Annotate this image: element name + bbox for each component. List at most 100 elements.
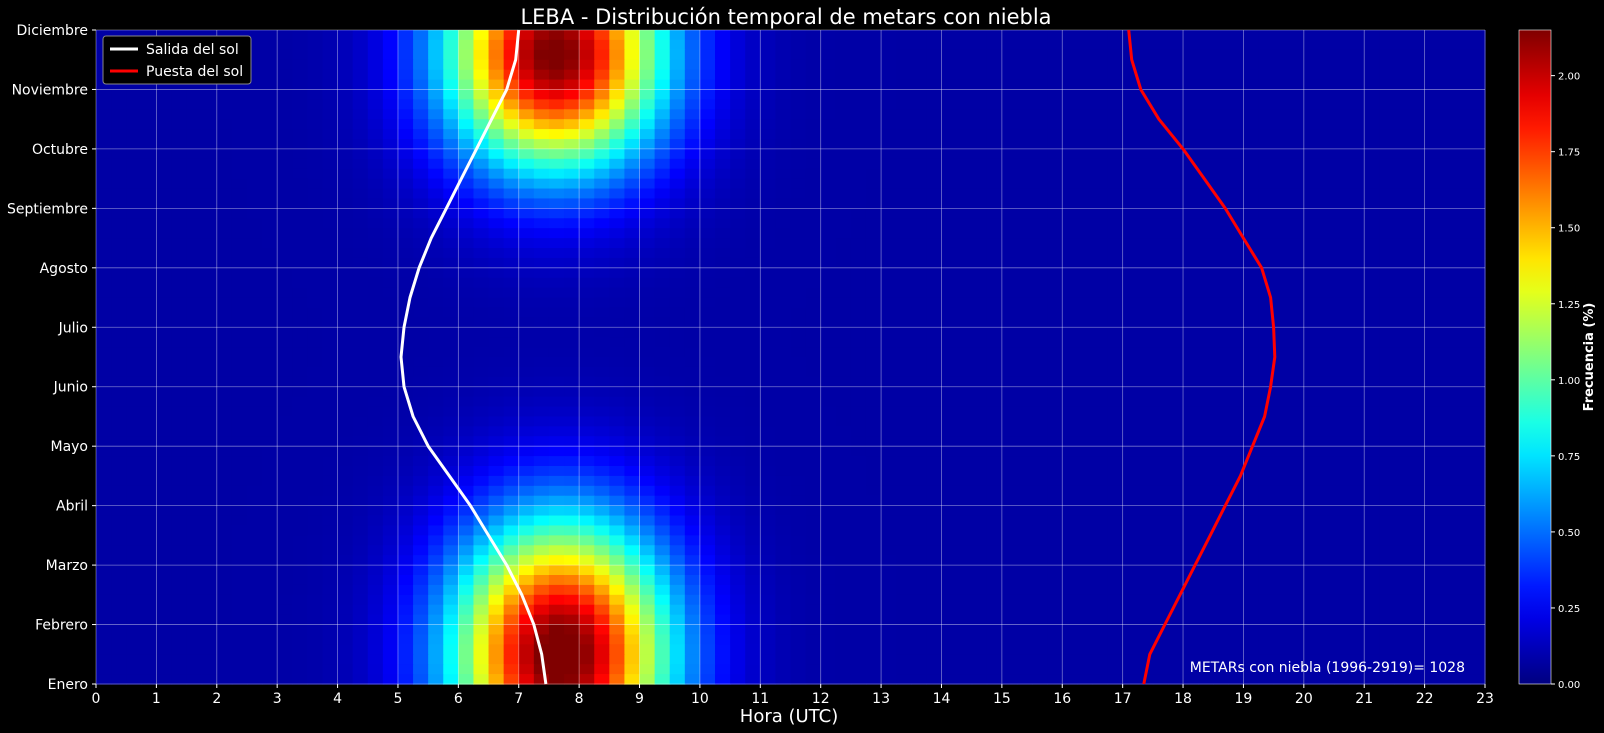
heatmap-cell [564,386,580,398]
heatmap-cell [956,456,973,467]
heatmap-cell [443,257,459,269]
heatmap-cell [1334,446,1350,457]
heatmap-cell [956,555,973,566]
heatmap-cell [624,337,641,348]
heatmap-cell [1183,30,1199,41]
heatmap-cell [503,79,520,91]
heatmap-cell [367,515,384,527]
heatmap-cell [684,188,701,200]
heatmap-cell [337,426,354,437]
heatmap-cell [473,456,490,467]
heatmap-cell [352,287,369,299]
heatmap-cell [413,297,429,309]
heatmap-cell [231,466,248,477]
heatmap-cell [1379,139,1396,150]
heatmap-cell [639,505,656,517]
heatmap-cell [1107,228,1124,239]
heatmap-cell [1167,30,1184,41]
heatmap-cell [277,49,293,61]
heatmap-cell [141,426,157,437]
heatmap-cell [1016,218,1033,229]
heatmap-cell [443,495,459,507]
heatmap-cell [790,357,807,368]
heatmap-cell [1409,426,1426,437]
heatmap-cell [171,79,188,91]
heatmap-cell [1364,99,1380,110]
heatmap-cell [865,109,882,120]
heatmap-cell [1288,396,1305,408]
heatmap-cell [1137,228,1154,239]
heatmap-cell [216,168,233,180]
heatmap-cell [1167,535,1184,546]
heatmap-cell [1107,188,1124,200]
heatmap-cell [246,347,263,358]
heatmap-cell [246,49,263,61]
heatmap-cell [156,248,173,259]
heatmap-cell [96,456,112,467]
heatmap-cell [654,257,671,269]
heatmap-cell [533,99,550,110]
heatmap-cell [1107,139,1124,150]
heatmap-cell [1167,39,1184,51]
heatmap-cell [246,188,263,200]
heatmap-cell [262,446,278,457]
heatmap-cell [1379,39,1396,51]
heatmap-cell [850,79,867,91]
heatmap-cell [1364,178,1380,190]
heatmap-cell [1213,30,1229,41]
heatmap-cell [488,119,505,130]
heatmap-cell [790,119,807,130]
heatmap-cell [624,555,641,566]
heatmap-cell [1469,148,1486,160]
heatmap-cell [1288,347,1305,358]
heatmap-cell [1228,456,1245,467]
heatmap-cell [609,178,626,190]
heatmap-cell [1469,119,1486,130]
heatmap-cell [775,357,792,368]
heatmap-cell [1469,39,1486,51]
heatmap-cell [1183,139,1199,150]
heatmap-cell [397,30,414,41]
heatmap-cell [413,39,429,51]
heatmap-cell [1183,357,1199,368]
heatmap-cell [458,238,475,249]
heatmap-cell [337,347,354,358]
heatmap-cell [156,277,173,289]
heatmap-cell [397,287,414,299]
heatmap-cell [1183,376,1199,388]
heatmap-cell [1001,148,1018,160]
heatmap-cell [307,228,324,239]
heatmap-cell [337,129,354,140]
heatmap-cell [715,267,731,279]
heatmap-cell [533,555,550,566]
heatmap-cell [730,545,746,556]
heatmap-cell [533,307,550,318]
heatmap-cell [926,416,943,427]
heatmap-cell [1273,495,1290,507]
heatmap-cell [1107,535,1124,546]
heatmap-cell [1349,426,1365,437]
heatmap-cell [624,297,641,309]
heatmap-cell [639,485,656,497]
heatmap-cell [1288,129,1305,140]
heatmap-cell [1334,337,1350,348]
heatmap-cell [518,317,535,328]
heatmap-cell [1273,297,1290,309]
heatmap-cell [518,307,535,318]
heatmap-cell [413,327,429,338]
heatmap-cell [805,376,822,388]
heatmap-cell [745,317,761,328]
heatmap-cell [971,49,988,61]
heatmap-cell [896,337,912,348]
heatmap-cell [1439,139,1456,150]
heatmap-cell [1469,535,1486,546]
heatmap-cell [382,49,399,61]
heatmap-cell [715,297,731,309]
heatmap-cell [413,238,429,249]
heatmap-cell [835,466,852,477]
heatmap-cell [624,357,641,368]
heatmap-cell [820,69,837,81]
heatmap-cell [413,466,429,477]
heatmap-cell [609,257,626,269]
heatmap-cell [186,119,203,130]
